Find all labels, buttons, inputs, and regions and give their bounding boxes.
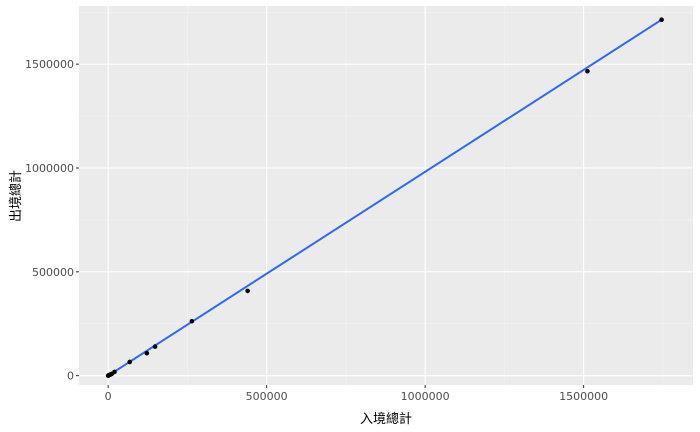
y-tick-label: 1000000 (25, 162, 74, 175)
data-point (152, 344, 158, 349)
y-tick-label: 1500000 (25, 58, 74, 71)
plot-panel (79, 6, 693, 385)
x-tick-label: 1500000 (559, 390, 608, 403)
y-axis-ticks: 0 500000 1000000 1500000 (25, 58, 79, 383)
data-point (245, 288, 250, 294)
regression-line (107, 18, 663, 377)
y-axis-title: 出境總計 (8, 170, 24, 222)
data-point (112, 369, 117, 375)
y-tick-label: 500000 (32, 266, 74, 279)
data-points (105, 17, 664, 378)
x-tick-label: 0 (105, 390, 112, 403)
x-tick-label: 1000000 (401, 390, 450, 403)
y-tick-label: 0 (67, 370, 74, 383)
data-point (144, 350, 150, 356)
data-point (189, 318, 195, 324)
x-axis-ticks: 0 500000 1000000 1500000 (105, 385, 608, 403)
data-point (585, 68, 590, 74)
x-axis-title: 入境總計 (360, 411, 412, 427)
x-tick-label: 500000 (246, 390, 288, 403)
data-point (127, 359, 133, 365)
minor-gridlines (79, 6, 693, 385)
data-point (659, 17, 664, 23)
